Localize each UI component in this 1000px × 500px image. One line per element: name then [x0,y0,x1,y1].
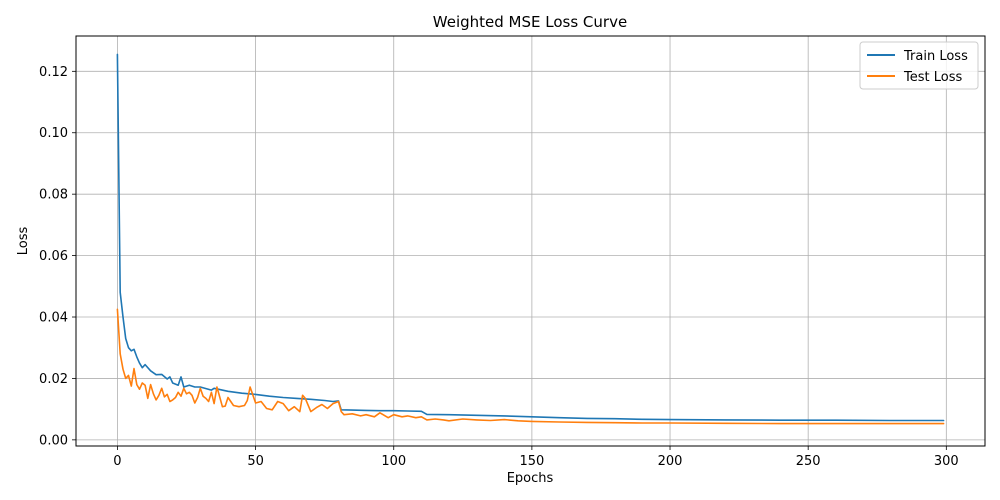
grid [76,36,985,446]
x-tick-label: 50 [247,454,264,469]
y-tick-label: 0.04 [39,311,68,326]
x-axis: 0 50 100 150 200 250 300 [113,446,959,469]
y-tick-label: 0.08 [39,188,68,203]
y-tick-label: 0.02 [39,372,68,387]
plot-frame [75,35,986,447]
x-tick-label: 300 [934,454,959,469]
y-tick-label: 0.12 [39,65,68,80]
legend-train-label: Train Loss [903,49,968,64]
y-tick-label: 0.00 [39,433,68,448]
series-line-test [116,308,945,425]
series-lines [116,53,945,425]
legend-test-label: Test Loss [903,70,962,85]
series-line-train [116,53,945,422]
x-tick-label: 200 [658,454,683,469]
x-tick-label: 0 [113,454,121,469]
y-axis: 0.00 0.02 0.04 0.06 0.08 0.10 0.12 [39,65,76,448]
x-axis-label: Epochs [507,471,554,486]
y-tick-label: 0.06 [39,249,68,264]
legend: Train Loss Test Loss [859,41,979,90]
y-tick-label: 0.10 [39,126,68,141]
x-tick-label: 100 [381,454,406,469]
legend-box [859,41,979,90]
x-tick-label: 150 [519,454,544,469]
chart-title: Weighted MSE Loss Curve [433,13,627,31]
x-tick-label: 250 [796,454,821,469]
y-axis-label: Loss [16,227,31,256]
